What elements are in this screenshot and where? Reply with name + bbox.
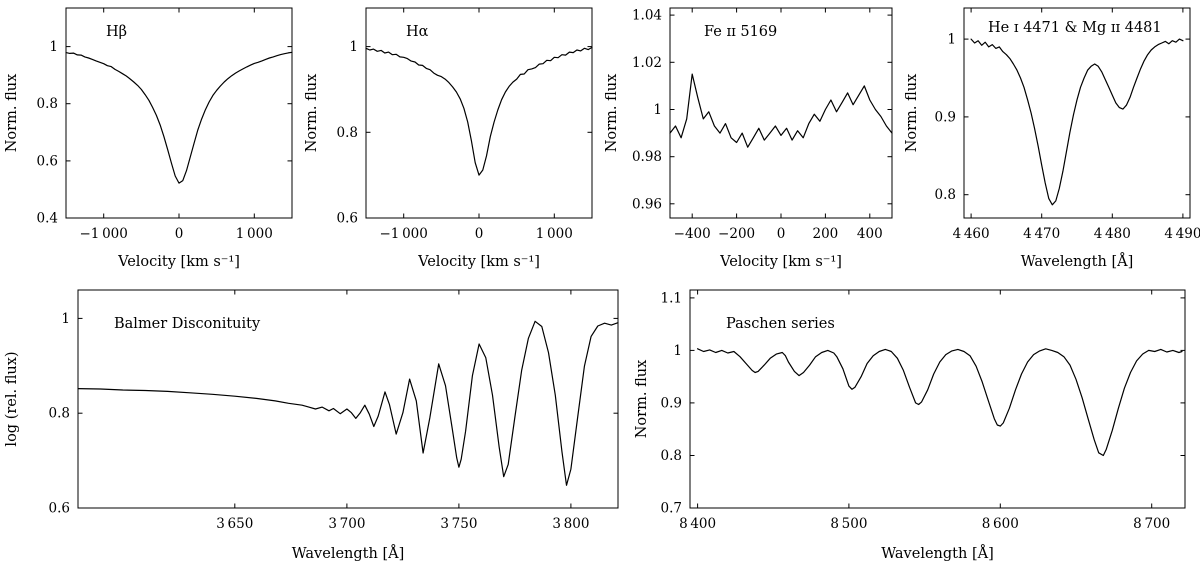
y-tick-label: 1 bbox=[947, 32, 956, 48]
plot-frame bbox=[77, 289, 619, 509]
y-tick-label: 0.9 bbox=[661, 395, 682, 411]
y-tick-label: 0.96 bbox=[632, 196, 662, 212]
y-tick-label: 0.8 bbox=[935, 187, 956, 203]
y-axis-label: Norm. flux bbox=[604, 74, 620, 153]
x-axis-label: Wavelength [Å] bbox=[881, 544, 993, 562]
y-tick-label: 1.02 bbox=[632, 55, 662, 71]
x-tick-label: −1 000 bbox=[380, 226, 428, 242]
x-tick-label: 8 500 bbox=[830, 516, 867, 532]
y-axis-label: Norm. flux bbox=[904, 74, 920, 153]
x-tick-label: 8 400 bbox=[679, 516, 716, 532]
x-tick-label: 200 bbox=[813, 226, 839, 242]
y-tick-label: 1 bbox=[653, 102, 662, 118]
spectrum-line bbox=[65, 51, 293, 184]
y-tick-label: 0.4 bbox=[37, 211, 58, 227]
panel-title: Balmer Disconituity bbox=[114, 316, 261, 332]
y-tick-label: 0.6 bbox=[337, 211, 358, 227]
bottom-row-panels: 3 650 3 700 3 750 3 800 0.6 0.8 1 Balmer Discon… bbox=[0, 278, 1200, 570]
x-tick-label: 1 000 bbox=[536, 226, 573, 242]
y-tick-label: 1 bbox=[349, 39, 358, 55]
x-tick-label: 4 480 bbox=[1094, 226, 1131, 242]
x-tick-label: 4 470 bbox=[1023, 226, 1060, 242]
y-tick-label: 1 bbox=[61, 311, 70, 327]
x-tick-label: 8 600 bbox=[982, 516, 1019, 532]
hbeta-panel: −1 000 0 1 000 0.4 0.6 0.8 1 Hβ Velocity [km s⁻¹… bbox=[4, 7, 293, 270]
x-tick-label: 0 bbox=[475, 226, 484, 242]
y-tick-label: 1 bbox=[49, 39, 58, 55]
hei-mgii-panel: 4 460 4 470 4 480 4 490 0.8 0.9 1 He ɪ 4471 & M… bbox=[904, 7, 1200, 270]
y-axis-label: log (rel. flux) bbox=[4, 351, 20, 446]
panel-title: Hα bbox=[406, 24, 429, 40]
x-tick-label: 3 650 bbox=[216, 516, 253, 532]
x-tick-label: −200 bbox=[718, 226, 755, 242]
spectrum-line bbox=[970, 38, 1184, 206]
y-tick-label: 0.98 bbox=[632, 149, 662, 165]
x-tick-label: −1 000 bbox=[80, 226, 128, 242]
paschen-series-panel: 8 400 8 500 8 600 8 700 0.7 0.8 0.9 1 1.1 Paschen… bbox=[634, 289, 1186, 562]
x-axis-label: Wavelength [Å] bbox=[292, 544, 404, 562]
halpha-panel: −1 000 0 1 000 0.6 0.8 1 Hα Velocity [km s⁻¹] No… bbox=[304, 7, 593, 270]
x-axis-label: Velocity [km s⁻¹] bbox=[719, 254, 842, 270]
spectrum-line bbox=[365, 46, 593, 176]
panel-title: Paschen series bbox=[726, 316, 835, 332]
y-axis-label: Norm. flux bbox=[634, 360, 650, 439]
y-tick-label: 1 bbox=[673, 343, 682, 359]
x-tick-label: 8 700 bbox=[1133, 516, 1170, 532]
balmer-discontinuity-panel: 3 650 3 700 3 750 3 800 0.6 0.8 1 Balmer Discon… bbox=[4, 289, 619, 562]
y-tick-label: 0.8 bbox=[337, 125, 358, 141]
y-axis-label: Norm. flux bbox=[304, 74, 320, 153]
x-axis-label: Velocity [km s⁻¹] bbox=[417, 254, 540, 270]
y-tick-label: 0.8 bbox=[49, 406, 70, 422]
plot-frame bbox=[65, 7, 293, 219]
x-tick-label: 0 bbox=[175, 226, 184, 242]
y-tick-label: 1.04 bbox=[632, 8, 662, 24]
x-tick-label: 4 460 bbox=[953, 226, 990, 242]
x-tick-label: 400 bbox=[857, 226, 883, 242]
x-tick-label: 0 bbox=[777, 226, 786, 242]
y-tick-label: 0.8 bbox=[37, 96, 58, 112]
x-axis-label: Velocity [km s⁻¹] bbox=[117, 254, 240, 270]
x-tick-label: 3 800 bbox=[552, 516, 589, 532]
top-row-panels: −1 000 0 1 000 0.4 0.6 0.8 1 Hβ Velocity [km s⁻¹… bbox=[0, 0, 1200, 278]
x-tick-label: 4 490 bbox=[1164, 226, 1200, 242]
spectrum-line bbox=[696, 348, 1183, 457]
y-tick-label: 0.7 bbox=[661, 501, 682, 517]
x-tick-label: 3 700 bbox=[328, 516, 365, 532]
y-tick-label: 0.6 bbox=[37, 153, 58, 169]
y-tick-label: 0.6 bbox=[49, 501, 70, 517]
panel-title: Fe ɪɪ 5169 bbox=[704, 24, 777, 40]
spectrum-line bbox=[669, 73, 893, 148]
y-tick-label: 1.1 bbox=[661, 290, 682, 306]
plot-frame bbox=[689, 289, 1186, 509]
y-tick-label: 0.9 bbox=[935, 109, 956, 125]
x-tick-label: 1 000 bbox=[236, 226, 273, 242]
y-tick-label: 0.8 bbox=[661, 448, 682, 464]
x-tick-label: 3 750 bbox=[440, 516, 477, 532]
panel-title: He ɪ 4471 & Mg ɪɪ 4481 bbox=[988, 20, 1162, 36]
feii-5169-panel: −400 −200 0 200 400 0.96 0.98 1 1.02 1.04 Fe ɪɪ 51… bbox=[604, 7, 893, 270]
plot-frame bbox=[365, 7, 593, 219]
plot-frame bbox=[963, 7, 1191, 219]
x-axis-label: Wavelength [Å] bbox=[1021, 252, 1133, 270]
y-axis-label: Norm. flux bbox=[4, 74, 20, 153]
panel-title: Hβ bbox=[106, 24, 127, 40]
x-tick-label: −400 bbox=[674, 226, 711, 242]
spectrum-line bbox=[77, 320, 619, 486]
